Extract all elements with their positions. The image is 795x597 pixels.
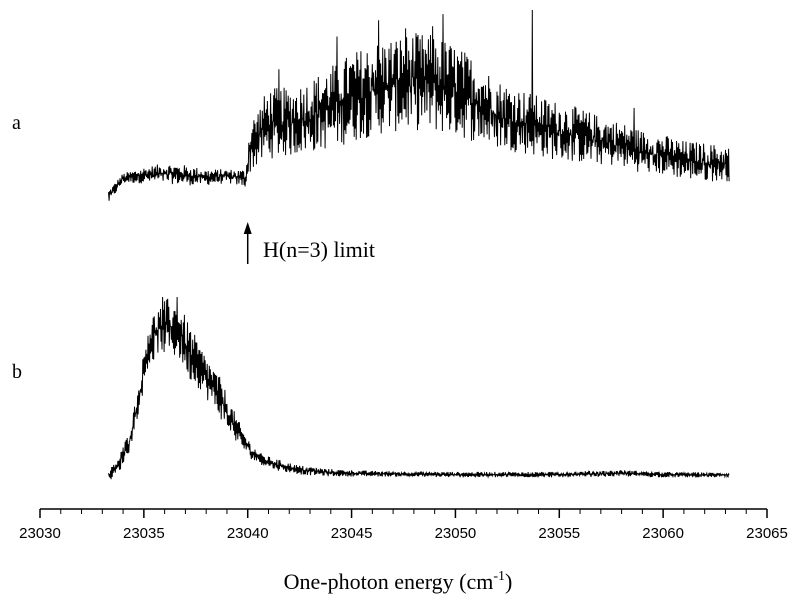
x-tick-label: 23055 (538, 525, 580, 542)
x-tick-label: 23050 (435, 525, 477, 542)
x-tick-label: 23045 (331, 525, 373, 542)
series-a-trace (108, 9, 730, 201)
x-axis-ticks: 23030 23035 23040 23045 23050 23055 23060 23065 (19, 509, 788, 542)
x-tick-label: 23030 (19, 525, 61, 542)
x-tick-label: 23060 (642, 525, 684, 542)
x-tick-label: 23040 (227, 525, 269, 542)
x-tick-label: 23035 (123, 525, 165, 542)
x-axis-label: One-photon energy (cm-1) (284, 569, 513, 594)
arrow-head (243, 222, 252, 234)
x-tick-label: 23065 (746, 525, 788, 542)
arrow-up-icon (243, 222, 252, 264)
panel-a-label: a (12, 112, 21, 134)
series-b-trace (108, 296, 730, 480)
x-axis-label-text: One-photon energy (cm (284, 569, 494, 594)
threshold-annotation: H(n=3) limit (263, 237, 375, 262)
x-axis-label-close: ) (505, 569, 512, 594)
x-axis-label-superscript: -1 (493, 569, 505, 584)
panel-b-label: b (12, 361, 22, 383)
